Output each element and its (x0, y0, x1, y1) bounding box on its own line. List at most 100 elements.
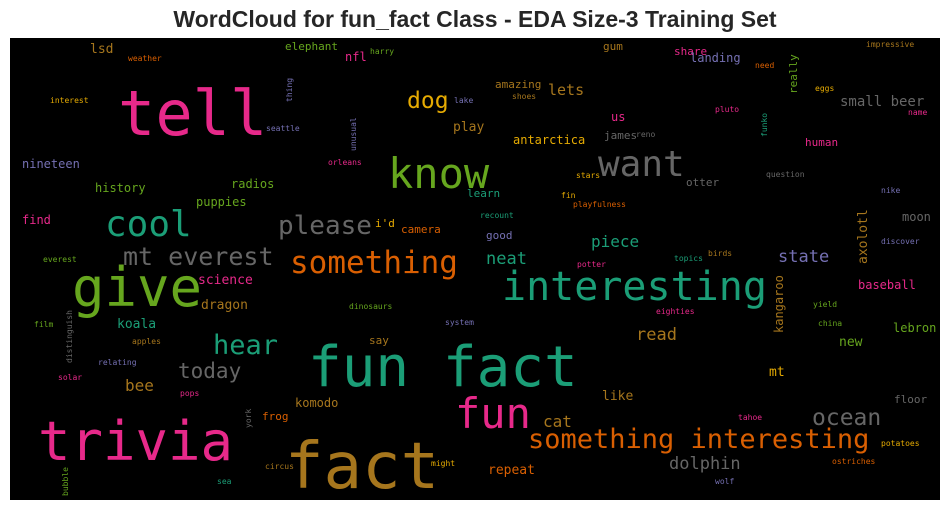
wordcloud-word-solar: solar (58, 373, 82, 382)
wordcloud-word-axolotl: axolotl (856, 209, 871, 264)
wordcloud-word-elephant: elephant (285, 40, 338, 53)
wordcloud-word-repeat: repeat (488, 463, 535, 478)
wordcloud-word-tell: tell (118, 77, 267, 150)
wordcloud-word-please: please (278, 211, 372, 241)
wordcloud-word-gum: gum (603, 40, 623, 53)
wordcloud-word-baseball: baseball (858, 278, 916, 292)
wordcloud-word-hear: hear (213, 330, 278, 361)
wordcloud-word-nineteen: nineteen (22, 157, 80, 171)
wordcloud-word-mt: mt (769, 365, 785, 380)
wordcloud-word-today: today (178, 359, 241, 383)
wordcloud-word-reno: reno (636, 130, 655, 139)
wordcloud-word-mt-everest: mt everest (123, 242, 274, 271)
wordcloud-word-koala: koala (117, 317, 156, 332)
chart-title: WordCloud for fun_fact Class - EDA Size-… (173, 6, 777, 32)
wordcloud-word-history: history (95, 181, 146, 195)
wordcloud-word-find: find (22, 213, 51, 227)
wordcloud-word-dragon: dragon (201, 298, 248, 313)
wordcloud-word-tahoe: tahoe (738, 413, 762, 422)
wordcloud-word-something-interesting: something interesting (528, 424, 869, 455)
wordcloud-word-might: might (431, 459, 455, 468)
wordcloud-word-really: really (787, 54, 800, 94)
wordcloud-word-radios: radios (231, 177, 274, 191)
wordcloud-word-ostriches: ostriches (832, 457, 876, 466)
wordcloud-word-harry: harry (370, 47, 394, 56)
wordcloud-word-bee: bee (125, 376, 154, 395)
wordcloud-word-shoes: shoes (512, 92, 536, 101)
wordcloud-word-puppies: puppies (196, 195, 247, 209)
wordcloud-word-like: like (602, 389, 633, 404)
wordcloud-word-share: share (674, 45, 707, 58)
wordcloud-word-orleans: orleans (328, 158, 362, 167)
wordcloud-word-dolphin: dolphin (669, 454, 741, 474)
wordcloud-word-cat: cat (543, 412, 572, 431)
wordcloud-word-trivia: trivia (38, 410, 233, 473)
wordcloud-word-interesting: interesting (502, 264, 767, 310)
wordcloud-word-eggs: eggs (815, 84, 834, 93)
wordcloud-word-i-d: i'd (375, 217, 395, 230)
wordcloud-word-want: want (598, 144, 685, 185)
wordcloud-word-playfulness: playfulness (573, 200, 626, 209)
wordcloud-word-neat: neat (486, 249, 527, 269)
wordcloud-word-pops: pops (180, 389, 199, 398)
wordcloud-word-wolf: wolf (715, 477, 734, 486)
wordcloud-word-amazing: amazing (495, 78, 541, 91)
wordcloud-word-landing: landing (690, 51, 741, 65)
wordcloud-word-apples: apples (132, 337, 161, 346)
wordcloud-word-play: play (453, 120, 484, 135)
wordcloud-word-china: china (818, 319, 842, 328)
wordcloud-word-otter: otter (686, 176, 719, 189)
wordcloud-word-name: name (908, 108, 927, 117)
wordcloud-word-camera: camera (401, 223, 441, 236)
wordcloud-word-science: science (198, 273, 253, 288)
wordcloud-word-birds: birds (708, 249, 732, 258)
wordcloud-panel: fun fact fact trivia tell give interesting kno… (10, 38, 940, 500)
wordcloud-word-ocean: ocean (812, 405, 881, 431)
wordcloud-word-system: system (445, 318, 474, 327)
wordcloud-word-fun-fact: fun fact (308, 335, 578, 400)
wordcloud-word-film: film (34, 320, 53, 329)
wordcloud-word-funko: funko (760, 113, 769, 137)
wordcloud-word-human: human (805, 136, 838, 149)
wordcloud-word-distinguish: distinguish (65, 310, 74, 363)
wordcloud-word-lebron: lebron (893, 321, 936, 335)
wordcloud-word-dinosaurs: dinosaurs (349, 302, 393, 311)
wordcloud-word-york: york (244, 409, 253, 428)
wordcloud-word-good: good (486, 229, 513, 242)
wordcloud-word-james: james (604, 129, 637, 142)
wordcloud-canvas: fun fact fact trivia tell give interesting kno… (22, 40, 936, 500)
wordcloud-word-know: know (388, 149, 490, 198)
wordcloud-word-weather: weather (128, 54, 162, 63)
wordcloud-word-say: say (369, 334, 389, 347)
wordcloud-word-relating: relating (98, 358, 137, 367)
wordcloud-word-lsd: lsd (90, 42, 113, 57)
wordcloud-word-new: new (839, 335, 863, 350)
wordcloud-word-give: give (72, 256, 202, 319)
wordcloud-word-something: something (290, 245, 458, 281)
wordcloud-word-kangaroo: kangaroo (772, 275, 786, 333)
wordcloud-word-piece: piece (591, 232, 639, 251)
wordcloud-word-small-beer: small beer (840, 94, 924, 110)
wordcloud-word-read: read (636, 325, 677, 345)
wordcloud-word-eighties: eighties (656, 307, 695, 316)
wordcloud-word-potatoes: potatoes (881, 439, 920, 448)
wordcloud-word-cool: cool (105, 204, 192, 245)
wordcloud-word-sea: sea (217, 477, 232, 486)
wordcloud-word-stars: stars (576, 171, 600, 180)
wordcloud-word-topics: topics (674, 254, 703, 263)
wordcloud-word-fact: fact (285, 430, 439, 500)
wordcloud-word-learn: learn (467, 187, 500, 200)
wordcloud-word-dog: dog (407, 88, 449, 114)
wordcloud-word-floor: floor (894, 393, 927, 406)
wordcloud-word-everest: everest (43, 255, 77, 264)
wordcloud-word-moon: moon (902, 210, 931, 224)
wordcloud-word-seattle: seattle (266, 124, 300, 133)
wordcloud-word-question: question (766, 170, 805, 179)
wordcloud-word-recount: recount (480, 211, 514, 220)
wordcloud-word-us: us (611, 110, 625, 124)
wordcloud-word-antarctica: antarctica (513, 133, 585, 147)
wordcloud-word-nike: nike (881, 186, 900, 195)
wordcloud-word-lake: lake (454, 96, 473, 105)
wordcloud-word-state: state (778, 247, 829, 267)
wordcloud-word-lets: lets (548, 81, 584, 99)
